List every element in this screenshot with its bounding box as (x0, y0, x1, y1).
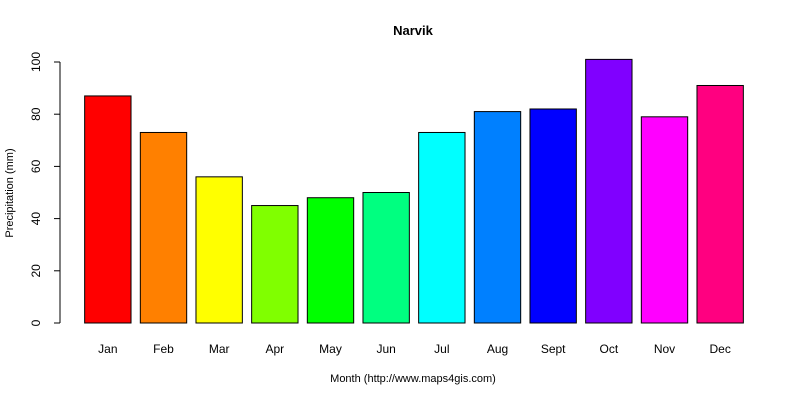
bar-aug (473, 111, 522, 324)
y-tick-label: 40 (29, 212, 43, 226)
bar-apr (251, 205, 299, 324)
x-tick-label: Jun (376, 342, 395, 356)
bar-mar (195, 176, 243, 324)
y-tick-label: 60 (29, 159, 43, 173)
x-axis-label: Month (http://www.maps4gis.com) (330, 373, 496, 385)
x-tick-label: Sept (541, 342, 566, 356)
bar-dec (696, 84, 744, 324)
x-axis-labels: Jan Feb Mar Apr May Jun Jul Aug Sept Oct Nov Dec (98, 342, 731, 356)
bar-may (306, 197, 355, 324)
bar-feb (139, 131, 188, 324)
bars (84, 58, 744, 324)
bar-jan (84, 95, 132, 324)
x-tick-label: Mar (209, 342, 230, 356)
bar-jul (418, 131, 466, 324)
bar-oct (585, 58, 633, 324)
x-tick-label: Nov (654, 342, 675, 356)
x-tick-label: Oct (599, 342, 618, 356)
x-tick-label: Feb (153, 342, 174, 356)
chart-title: Narvik (393, 23, 434, 38)
x-tick-label: May (319, 342, 342, 356)
y-tick-label: 20 (29, 264, 43, 278)
bar-jun (362, 192, 410, 324)
y-tick-label: 100 (29, 52, 43, 72)
bar-sept (529, 108, 577, 324)
x-tick-label: Jan (98, 342, 117, 356)
y-tick-label: 0 (29, 319, 43, 326)
x-tick-label: Apr (265, 342, 284, 356)
y-tick-label: 80 (29, 107, 43, 121)
y-axis-label: Precipitation (mm) (4, 148, 16, 237)
x-tick-label: Aug (487, 342, 508, 356)
y-axis: 0 20 40 60 80 100 (29, 52, 61, 326)
bar-nov (640, 116, 689, 324)
x-tick-label: Jul (434, 342, 449, 356)
x-tick-label: Dec (709, 342, 730, 356)
